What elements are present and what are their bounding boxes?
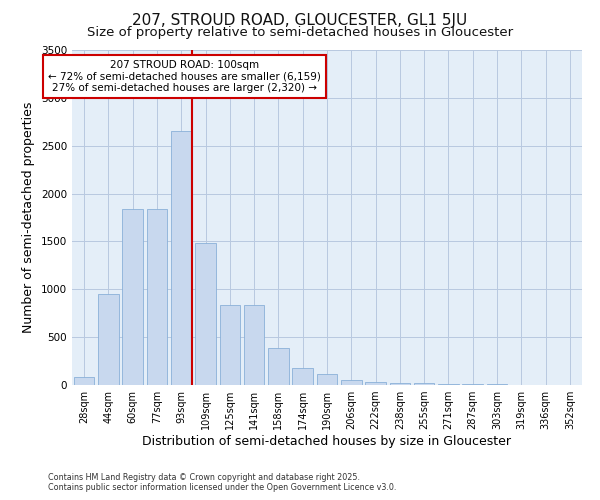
Bar — [389, 383, 410, 385]
Bar — [438, 384, 459, 385]
Bar — [463, 384, 483, 385]
Bar — [171, 132, 191, 385]
Text: Contains HM Land Registry data © Crown copyright and database right 2025.
Contai: Contains HM Land Registry data © Crown c… — [48, 473, 397, 492]
Bar — [268, 348, 289, 385]
Bar — [292, 368, 313, 385]
Bar — [220, 304, 240, 385]
Bar — [122, 209, 143, 385]
Bar — [365, 382, 386, 385]
X-axis label: Distribution of semi-detached houses by size in Gloucester: Distribution of semi-detached houses by … — [143, 435, 511, 448]
Text: Size of property relative to semi-detached houses in Gloucester: Size of property relative to semi-detach… — [87, 26, 513, 39]
Bar — [74, 378, 94, 385]
Bar — [146, 209, 167, 385]
Bar — [414, 383, 434, 385]
Bar — [487, 384, 508, 385]
Text: 207, STROUD ROAD, GLOUCESTER, GL1 5JU: 207, STROUD ROAD, GLOUCESTER, GL1 5JU — [133, 12, 467, 28]
Bar — [317, 374, 337, 385]
Bar — [195, 244, 216, 385]
Bar — [341, 380, 362, 385]
Bar — [244, 304, 265, 385]
Text: 207 STROUD ROAD: 100sqm
← 72% of semi-detached houses are smaller (6,159)
27% of: 207 STROUD ROAD: 100sqm ← 72% of semi-de… — [48, 60, 320, 93]
Y-axis label: Number of semi-detached properties: Number of semi-detached properties — [22, 102, 35, 333]
Bar — [98, 294, 119, 385]
